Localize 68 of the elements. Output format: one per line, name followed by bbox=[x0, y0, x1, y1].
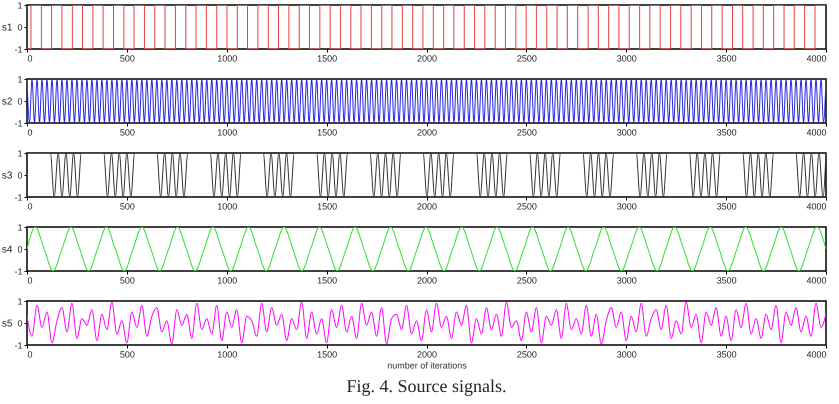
x-tick-label: 0 bbox=[28, 128, 33, 138]
x-tick-label: 4000 bbox=[806, 276, 826, 286]
x-tick-label: 3500 bbox=[716, 54, 737, 64]
x-tick-label: 2000 bbox=[416, 276, 438, 286]
x-tick-label: 500 bbox=[120, 54, 135, 64]
y-axis-title: s4 bbox=[2, 244, 13, 256]
y-tick-label: 1 bbox=[17, 222, 22, 232]
y-tick-label: 0 bbox=[17, 318, 22, 328]
y-tick-label: 1 bbox=[17, 148, 22, 158]
x-tick-label: 2000 bbox=[416, 54, 438, 64]
x-tick-label: 2000 bbox=[416, 202, 438, 212]
y-tick-label: 0 bbox=[17, 22, 22, 32]
x-axis-title: number of iterations bbox=[387, 360, 468, 370]
x-tick-label: 2500 bbox=[516, 54, 537, 64]
line-series bbox=[27, 302, 826, 344]
x-tick-label: 500 bbox=[120, 350, 135, 360]
x-tick-label: 1500 bbox=[317, 128, 338, 138]
x-tick-label: 3500 bbox=[716, 128, 737, 138]
x-tick-label: 1500 bbox=[317, 202, 338, 212]
y-tick-label: -1 bbox=[14, 340, 22, 350]
x-tick-label: 2000 bbox=[416, 128, 438, 138]
y-tick-label: 0 bbox=[17, 244, 22, 254]
x-tick-label: 3500 bbox=[716, 276, 737, 286]
x-tick-label: 4000 bbox=[806, 128, 826, 138]
x-tick-label: 3000 bbox=[616, 128, 637, 138]
x-tick-label: 2500 bbox=[516, 276, 537, 286]
y-tick-label: 1 bbox=[17, 0, 22, 10]
y-tick-label: 0 bbox=[17, 170, 22, 180]
x-tick-label: 4000 bbox=[806, 202, 826, 212]
x-tick-label: 500 bbox=[120, 276, 135, 286]
x-tick-label: 3500 bbox=[716, 202, 737, 212]
x-tick-label: 2500 bbox=[516, 350, 537, 360]
x-tick-label: 0 bbox=[28, 276, 33, 286]
x-tick-label: 0 bbox=[28, 54, 33, 64]
y-tick-label: -1 bbox=[14, 44, 22, 54]
y-tick-label: -1 bbox=[14, 266, 22, 276]
y-tick-label: -1 bbox=[14, 118, 22, 128]
x-tick-label: 1000 bbox=[217, 276, 238, 286]
x-tick-label: 2500 bbox=[516, 128, 537, 138]
x-tick-label: 0 bbox=[28, 202, 33, 212]
x-tick-label: 2000 bbox=[416, 350, 438, 360]
x-tick-label: 3000 bbox=[616, 276, 637, 286]
x-tick-label: 1500 bbox=[317, 276, 338, 286]
x-tick-label: 1500 bbox=[317, 54, 338, 64]
y-axis-title: s2 bbox=[2, 96, 13, 108]
x-tick-label: 3000 bbox=[616, 202, 637, 212]
x-tick-label: 500 bbox=[120, 128, 135, 138]
x-tick-label: 1000 bbox=[217, 128, 238, 138]
x-tick-label: 2500 bbox=[516, 202, 537, 212]
x-tick-label: 3500 bbox=[716, 350, 737, 360]
y-tick-label: 1 bbox=[17, 296, 22, 306]
y-axis-title: s1 bbox=[2, 22, 13, 34]
x-tick-label: 4000 bbox=[806, 350, 826, 360]
x-tick-label: 500 bbox=[120, 202, 135, 212]
x-tick-label: 3000 bbox=[616, 54, 637, 64]
x-tick-label: 3000 bbox=[616, 350, 637, 360]
x-tick-label: 4000 bbox=[806, 54, 826, 64]
y-tick-label: -1 bbox=[14, 192, 22, 202]
y-axis-title: s3 bbox=[2, 170, 13, 182]
y-tick-label: 0 bbox=[17, 96, 22, 106]
x-tick-label: 0 bbox=[28, 350, 33, 360]
y-tick-label: 1 bbox=[17, 74, 22, 84]
x-tick-label: 1000 bbox=[217, 350, 238, 360]
caption: Fig. 4. Source signals. bbox=[346, 376, 506, 396]
x-tick-label: 1500 bbox=[317, 350, 338, 360]
x-tick-label: 1000 bbox=[217, 54, 238, 64]
x-tick-label: 1000 bbox=[217, 202, 238, 212]
y-axis-title: s5 bbox=[2, 318, 13, 330]
